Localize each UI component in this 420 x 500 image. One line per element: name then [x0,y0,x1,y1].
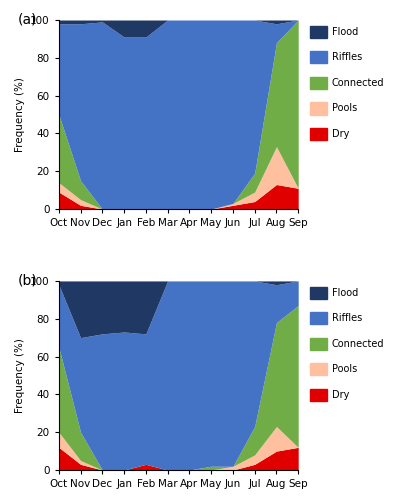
Bar [310,76,327,89]
Text: Connected: Connected [332,78,384,88]
Bar [310,102,327,115]
Y-axis label: Frequency (%): Frequency (%) [15,338,25,413]
Text: Pools: Pools [332,104,357,114]
Text: Dry: Dry [332,129,349,139]
Text: Dry: Dry [332,390,349,400]
Bar [310,388,327,401]
Text: Riffles: Riffles [332,52,362,62]
Bar [310,51,327,64]
Bar [310,128,327,140]
Bar [310,286,327,299]
Bar [310,312,327,324]
Bar [310,363,327,376]
Text: Connected: Connected [332,339,384,349]
Text: Pools: Pools [332,364,357,374]
Bar [310,338,327,350]
Y-axis label: Frequency (%): Frequency (%) [15,77,25,152]
Text: Flood: Flood [332,27,358,37]
Text: (b): (b) [18,274,38,287]
Bar [310,26,327,38]
Text: Flood: Flood [332,288,358,298]
Text: (a): (a) [18,12,38,26]
Text: Riffles: Riffles [332,314,362,324]
